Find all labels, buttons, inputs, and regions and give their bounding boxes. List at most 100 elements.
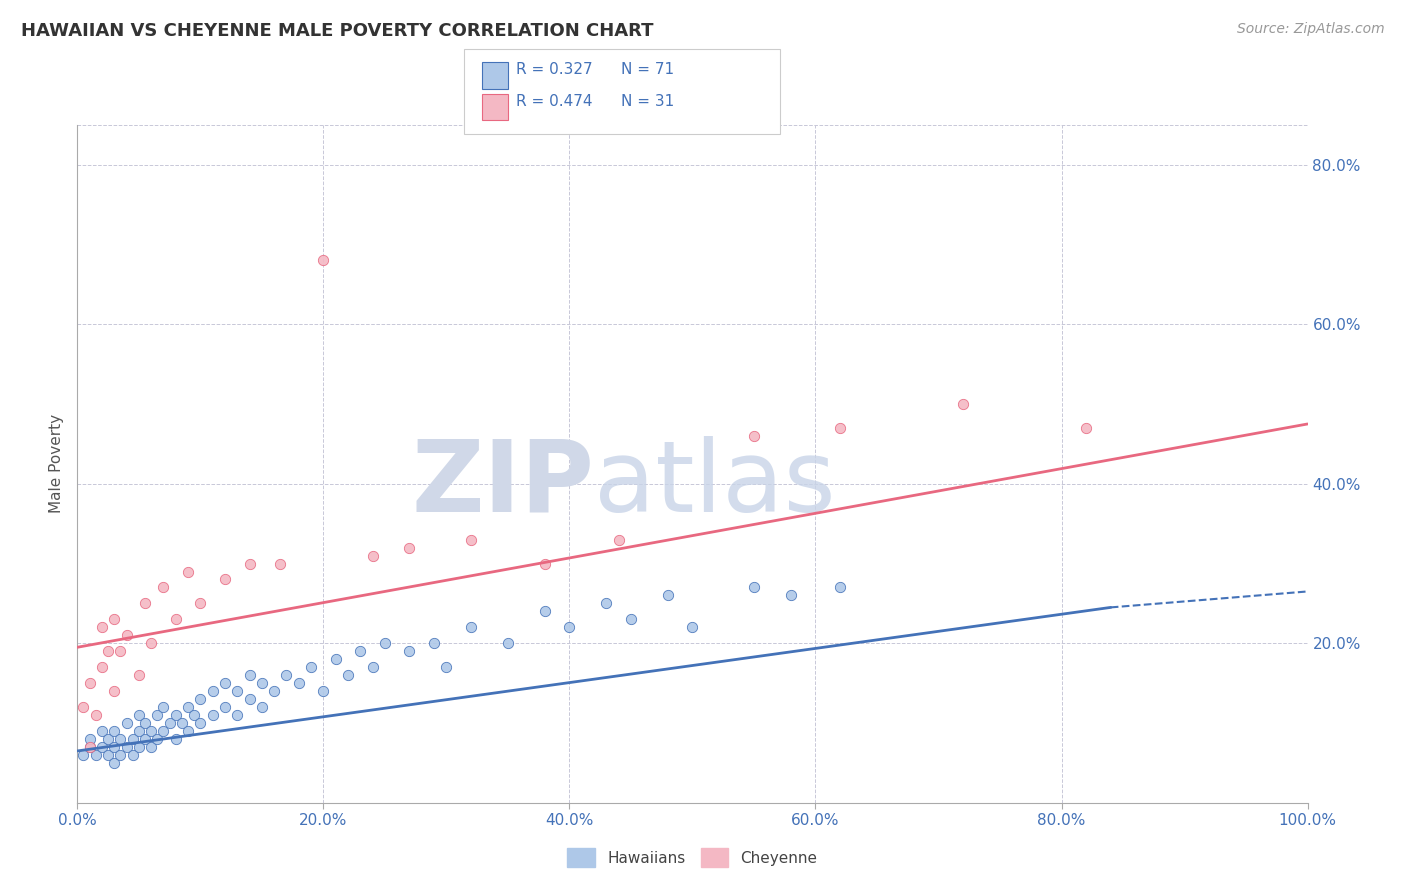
Point [496, 636, 519, 650]
Point [558, 620, 581, 634]
Point [90, 724, 114, 739]
Point [152, 700, 174, 714]
Point [84, 708, 107, 723]
Point [128, 668, 150, 682]
Point [103, 724, 125, 739]
Point [337, 668, 360, 682]
Point [177, 724, 200, 739]
Point [534, 604, 557, 618]
Point [190, 596, 212, 610]
Legend: Hawaiians, Cheyenne: Hawaiians, Cheyenne [561, 842, 824, 873]
Point [250, 700, 273, 714]
Point [325, 652, 347, 666]
Point [79, 676, 101, 690]
Point [190, 716, 212, 731]
Point [165, 731, 187, 746]
Point [830, 421, 852, 435]
Text: R = 0.474: R = 0.474 [516, 94, 592, 109]
Point [780, 589, 803, 603]
Point [177, 700, 200, 714]
Point [134, 731, 156, 746]
Point [226, 708, 249, 723]
Point [214, 573, 236, 587]
Point [121, 747, 143, 762]
Point [423, 636, 446, 650]
Point [398, 644, 420, 658]
Point [239, 692, 262, 706]
Point [226, 684, 249, 698]
Point [115, 739, 138, 754]
Y-axis label: Male Poverty: Male Poverty [49, 414, 65, 514]
Point [201, 708, 224, 723]
Point [190, 692, 212, 706]
Point [214, 676, 236, 690]
Point [128, 739, 150, 754]
Point [250, 676, 273, 690]
Point [128, 708, 150, 723]
Point [152, 581, 174, 595]
Point [534, 557, 557, 571]
Point [436, 660, 458, 674]
Point [460, 533, 482, 547]
Point [349, 644, 371, 658]
Point [72, 700, 94, 714]
Point [110, 644, 132, 658]
Point [84, 747, 107, 762]
Point [263, 684, 285, 698]
Point [103, 756, 125, 770]
Point [103, 684, 125, 698]
Point [141, 636, 163, 650]
Point [103, 612, 125, 626]
Text: HAWAIIAN VS CHEYENNE MALE POVERTY CORRELATION CHART: HAWAIIAN VS CHEYENNE MALE POVERTY CORREL… [21, 22, 654, 40]
Point [165, 612, 187, 626]
Point [72, 747, 94, 762]
Point [121, 731, 143, 746]
Point [90, 739, 114, 754]
Point [165, 708, 187, 723]
Point [239, 557, 262, 571]
Point [299, 660, 322, 674]
Point [110, 747, 132, 762]
Point [952, 397, 974, 411]
Point [276, 668, 298, 682]
Point [361, 660, 384, 674]
Point [201, 684, 224, 698]
Point [177, 565, 200, 579]
Point [90, 620, 114, 634]
Point [607, 533, 630, 547]
Text: R = 0.327: R = 0.327 [516, 62, 592, 78]
Point [183, 708, 205, 723]
Point [830, 581, 852, 595]
Point [110, 731, 132, 746]
Point [128, 724, 150, 739]
Point [742, 429, 765, 443]
Point [269, 557, 291, 571]
Point [146, 731, 169, 746]
Point [141, 739, 163, 754]
Text: N = 31: N = 31 [621, 94, 675, 109]
Point [239, 668, 262, 682]
Point [97, 747, 120, 762]
Point [79, 739, 101, 754]
Point [134, 716, 156, 731]
Point [90, 660, 114, 674]
Point [79, 731, 101, 746]
Point [134, 596, 156, 610]
Point [103, 739, 125, 754]
Point [141, 724, 163, 739]
Point [152, 724, 174, 739]
Point [170, 716, 193, 731]
Point [97, 644, 120, 658]
Point [657, 589, 679, 603]
Point [682, 620, 704, 634]
Text: Source: ZipAtlas.com: Source: ZipAtlas.com [1237, 22, 1385, 37]
Point [374, 636, 396, 650]
Point [312, 253, 335, 268]
Point [361, 549, 384, 563]
Point [214, 700, 236, 714]
Text: N = 71: N = 71 [621, 62, 675, 78]
Point [146, 708, 169, 723]
Point [115, 628, 138, 642]
Point [595, 596, 617, 610]
Text: atlas: atlas [595, 435, 835, 533]
